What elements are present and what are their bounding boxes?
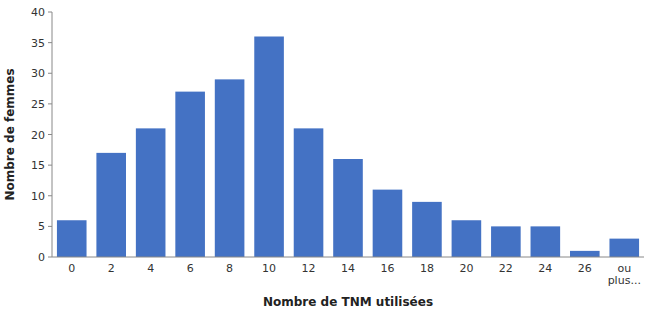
x-tick-label: 4 — [147, 262, 154, 275]
y-tick-label: 40 — [31, 6, 45, 19]
x-tick-label-line: 18 — [420, 262, 434, 275]
y-tick — [48, 165, 52, 166]
x-tick-label: 18 — [420, 262, 434, 275]
chart-svg: 051015202530354002468101214161820222426o… — [0, 0, 654, 311]
x-tick-label-line: 26 — [578, 262, 592, 275]
y-tick-label: 10 — [31, 190, 45, 203]
bars — [57, 37, 639, 258]
x-tick-label-line: 22 — [499, 262, 513, 275]
y-tick — [48, 195, 52, 196]
y-tick — [48, 42, 52, 43]
y-tick-label: 0 — [38, 251, 45, 264]
x-tick-label: 8 — [226, 262, 233, 275]
bar — [254, 37, 284, 258]
bar — [531, 226, 561, 257]
bar — [175, 92, 205, 257]
x-tick-label: 12 — [302, 262, 316, 275]
x-tick-label-line: 8 — [226, 262, 233, 275]
y-tick-label: 30 — [31, 67, 45, 80]
x-axis: 02468101214161820222426ouplus... — [68, 262, 641, 287]
x-tick-label: 22 — [499, 262, 513, 275]
bar — [136, 128, 166, 257]
y-tick — [48, 226, 52, 227]
x-tick-label-line: plus... — [608, 274, 641, 287]
x-tick-label-line: 12 — [302, 262, 316, 275]
y-tick — [48, 134, 52, 135]
x-tick-label-line: 20 — [459, 262, 473, 275]
bar — [570, 251, 600, 257]
x-tick-label: 24 — [538, 262, 552, 275]
x-tick-label: 0 — [68, 262, 75, 275]
x-axis-line — [52, 257, 644, 258]
y-tick-label: 25 — [31, 98, 45, 111]
x-tick-label-line: 16 — [380, 262, 394, 275]
bar — [57, 220, 87, 257]
bar — [373, 190, 403, 257]
bar — [333, 159, 363, 257]
x-tick-label-line: 6 — [187, 262, 194, 275]
x-tick-label: 6 — [187, 262, 194, 275]
x-tick-label-line: 4 — [147, 262, 154, 275]
y-tick-label: 5 — [38, 220, 45, 233]
y-tick — [48, 257, 52, 258]
y-tick-label: 35 — [31, 37, 45, 50]
x-tick-label: 10 — [262, 262, 276, 275]
chart-container: 051015202530354002468101214161820222426o… — [0, 0, 654, 311]
x-tick-label: 26 — [578, 262, 592, 275]
x-tick-label: 16 — [380, 262, 394, 275]
y-tick-label: 15 — [31, 159, 45, 172]
bar — [412, 202, 442, 257]
bar — [452, 220, 482, 257]
x-tick-label-line: 2 — [108, 262, 115, 275]
y-axis-label: Nombre de femmes — [3, 68, 17, 200]
x-tick-label-line: 14 — [341, 262, 355, 275]
y-tick — [48, 12, 52, 13]
bar — [96, 153, 126, 257]
x-tick-label: 14 — [341, 262, 355, 275]
x-axis-label: Nombre de TNM utilisées — [263, 295, 433, 309]
x-tick-label: ouplus... — [608, 262, 641, 287]
y-axis: 0 5 10 15 20 25 30 35 40 — [31, 6, 52, 264]
x-tick-label: 2 — [108, 262, 115, 275]
x-tick-label: 20 — [459, 262, 473, 275]
y-tick — [48, 73, 52, 74]
y-tick — [48, 103, 52, 104]
x-tick-label-line: 0 — [68, 262, 75, 275]
bar — [491, 226, 521, 257]
y-tick-label: 20 — [31, 129, 45, 142]
x-tick-label-line: 10 — [262, 262, 276, 275]
bar — [609, 239, 639, 257]
bar — [215, 79, 245, 257]
bar — [294, 128, 324, 257]
x-tick-label-line: 24 — [538, 262, 552, 275]
